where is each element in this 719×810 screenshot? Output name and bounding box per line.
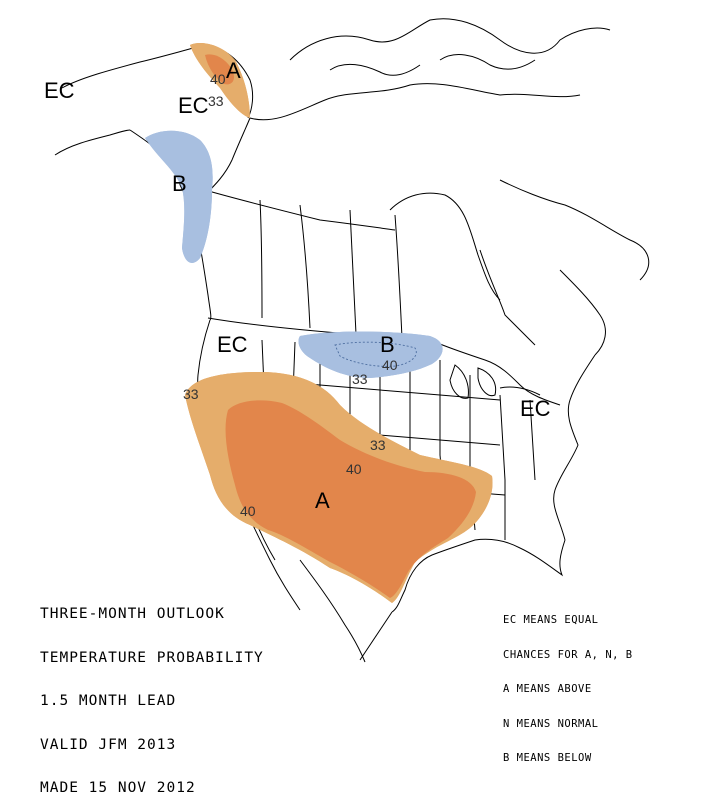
legend-line-3: A MEANS ABOVE — [503, 683, 592, 695]
contour-label-plains-33: 33 — [352, 371, 368, 387]
a-label-southwest: A — [315, 488, 330, 513]
outlook-map: EC EC A B EC B EC A 40 33 40 33 33 33 40… — [44, 18, 650, 663]
legend-line-5: B MEANS BELOW — [503, 752, 592, 764]
ec-label-west: EC — [217, 332, 248, 357]
contour-value-labels: 40 33 40 33 33 33 40 40 — [183, 71, 398, 519]
title-line-4: VALID JFM 2013 — [40, 736, 177, 753]
title-line-1: THREE-MONTH OUTLOOK — [40, 606, 225, 622]
contour-lines — [144, 42, 494, 604]
contour-label-alaska-40: 40 — [210, 71, 226, 87]
a-label-alaska: A — [226, 58, 241, 83]
contour-label-alaska-33: 33 — [208, 93, 224, 109]
region-labels: EC EC A B EC B EC A — [44, 58, 551, 513]
title-line-2: TEMPERATURE PROBABILITY — [40, 649, 264, 666]
contour-label-sw-40: 40 — [240, 503, 256, 519]
contour-label-plains-40: 40 — [382, 357, 398, 373]
b-label-plains: B — [380, 332, 395, 357]
ec-label-east: EC — [520, 396, 551, 421]
contour-label-central-40: 40 — [346, 461, 362, 477]
b-label-alaska: B — [172, 171, 187, 196]
legend-line-2: CHANCES FOR A, N, B — [503, 648, 633, 661]
legend-line-4: N MEANS NORMAL — [503, 717, 599, 730]
title-line-5: MADE 15 NOV 2012 — [40, 780, 196, 796]
title-line-3: 1.5 MONTH LEAD — [40, 693, 177, 709]
ec-label-alaska: EC — [44, 78, 75, 103]
contour-label-west-33: 33 — [183, 386, 199, 402]
contour-label-central-33: 33 — [370, 437, 386, 453]
legend-line-1: EC MEANS EQUAL — [503, 614, 599, 626]
ec-label-alaska-north: EC — [178, 93, 209, 118]
map-legend: EC MEANS EQUAL CHANCES FOR A, N, B A MEA… — [503, 592, 633, 776]
map-title-block: THREE-MONTH OUTLOOK TEMPERATURE PROBABIL… — [40, 578, 264, 810]
